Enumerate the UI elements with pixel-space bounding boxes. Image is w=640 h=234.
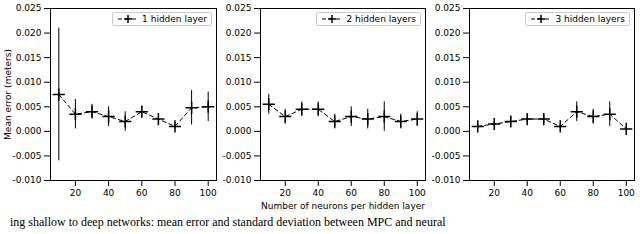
svg-text:80: 80 [169, 188, 181, 198]
svg-text:80: 80 [588, 188, 600, 198]
svg-text:20: 20 [489, 188, 501, 198]
svg-text:0.015: 0.015 [435, 53, 461, 63]
svg-text:0.010: 0.010 [435, 77, 461, 87]
html-text:3 hidden layers: 3 hidden layers [555, 14, 625, 24]
svg-text:0.010: 0.010 [16, 77, 42, 87]
svg-text:100: 100 [618, 188, 635, 198]
svg-text:0.010: 0.010 [226, 77, 252, 87]
svg-text:0.025: 0.025 [16, 3, 42, 13]
svg-text:0.015: 0.015 [16, 53, 42, 63]
svg-text:0.020: 0.020 [435, 28, 461, 38]
svg-text:0.000: 0.000 [435, 126, 461, 136]
svg-text:-0.010: -0.010 [12, 175, 41, 185]
svg-text:0.015: 0.015 [226, 53, 252, 63]
svg-text:40: 40 [103, 188, 115, 198]
svg-text:-0.010: -0.010 [431, 175, 460, 185]
svg-text:-0.005: -0.005 [222, 151, 251, 161]
svg-text:60: 60 [555, 188, 567, 198]
html-text:ing shallow to deep networks:: ing shallow to deep networks: mean error… [10, 215, 446, 229]
svg-text:0.025: 0.025 [226, 3, 252, 13]
svg-text:20: 20 [70, 188, 82, 198]
svg-text:Number of neurons per hidden l: Number of neurons per hidden layer [261, 201, 425, 211]
svg-text:0.000: 0.000 [16, 126, 42, 136]
svg-text:-0.010: -0.010 [222, 175, 251, 185]
svg-text:0.005: 0.005 [226, 102, 252, 112]
svg-text:-0.005: -0.005 [12, 151, 41, 161]
svg-text:40: 40 [313, 188, 325, 198]
svg-text:0.020: 0.020 [16, 28, 42, 38]
svg-text:80: 80 [379, 188, 391, 198]
svg-text:0.020: 0.020 [226, 28, 252, 38]
svg-text:60: 60 [136, 188, 148, 198]
svg-text:40: 40 [522, 188, 534, 198]
svg-text:0.005: 0.005 [16, 102, 42, 112]
svg-text:60: 60 [346, 188, 358, 198]
svg-text:0.025: 0.025 [435, 3, 461, 13]
svg-text:-0.005: -0.005 [431, 151, 460, 161]
svg-text:0.005: 0.005 [435, 102, 461, 112]
svg-text:100: 100 [200, 188, 217, 198]
html-text:1 hidden layer: 1 hidden layer [142, 14, 207, 24]
svg-text:Mean error (meters): Mean error (meters) [3, 49, 13, 140]
svg-text:100: 100 [409, 188, 426, 198]
svg-text:20: 20 [280, 188, 292, 198]
svg-text:0.000: 0.000 [226, 126, 252, 136]
html-text:2 hidden layers: 2 hidden layers [346, 14, 416, 24]
